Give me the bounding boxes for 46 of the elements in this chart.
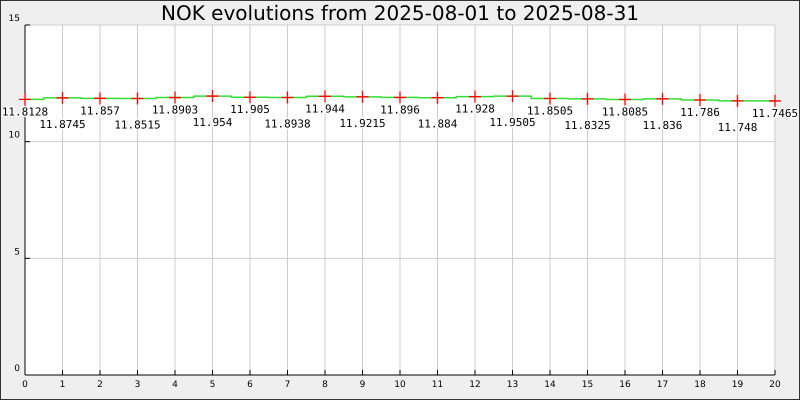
data-label: 11.786 [680,106,720,119]
x-tick-label: 4 [172,380,178,390]
x-tick-label: 16 [619,380,631,390]
data-label: 11.9505 [489,116,536,130]
data-label: 11.8903 [152,104,198,117]
data-label: 11.8938 [264,117,311,130]
data-label: 11.836 [642,118,682,132]
x-tick-label: 17 [656,380,668,390]
data-label: 11.7465 [752,106,798,120]
x-tick-label: 2 [97,380,103,390]
x-tick-label: 11 [432,380,444,390]
data-label: 11.928 [455,102,495,116]
data-label: 11.8085 [602,105,648,118]
data-label: 11.944 [305,102,346,116]
y-tick-label: 0 [14,364,20,374]
y-tick-label: 15 [8,14,20,24]
x-tick-label: 6 [247,380,254,390]
x-tick-label: 18 [694,380,706,390]
y-tick-label: 10 [8,130,20,141]
data-label: 11.9215 [339,116,386,130]
x-tick-label: 3 [134,380,140,390]
x-tick-label: 8 [322,380,328,390]
x-tick-label: 0 [22,380,28,390]
x-tick-label: 13 [506,380,518,390]
x-tick-label: 20 [769,380,781,390]
x-tick-label: 14 [544,380,556,390]
x-tick-label: 7 [284,380,290,390]
x-tick-label: 15 [582,380,594,390]
x-tick-label: 1 [60,380,66,390]
x-tick-label: 19 [732,380,744,390]
data-label: 11.857 [80,104,120,118]
x-tick-label: 5 [210,380,216,390]
data-label: 11.905 [230,103,270,116]
x-tick-label: 12 [469,380,481,390]
y-tick-label: 5 [14,247,20,258]
data-label: 11.954 [192,116,233,130]
chart-title: NOK evolutions from 2025-08-01 to 2025-08-31 [160,1,640,25]
data-label: 11.896 [380,103,420,116]
data-label: 11.748 [718,120,758,134]
x-tick-label: 10 [394,380,406,390]
data-label: 11.8745 [39,118,86,131]
data-label: 11.8505 [526,104,574,118]
x-tick-label: 9 [360,380,366,390]
data-label: 11.8325 [564,118,611,132]
data-label: 11.884 [418,118,458,131]
data-label: 11.8515 [114,118,161,132]
